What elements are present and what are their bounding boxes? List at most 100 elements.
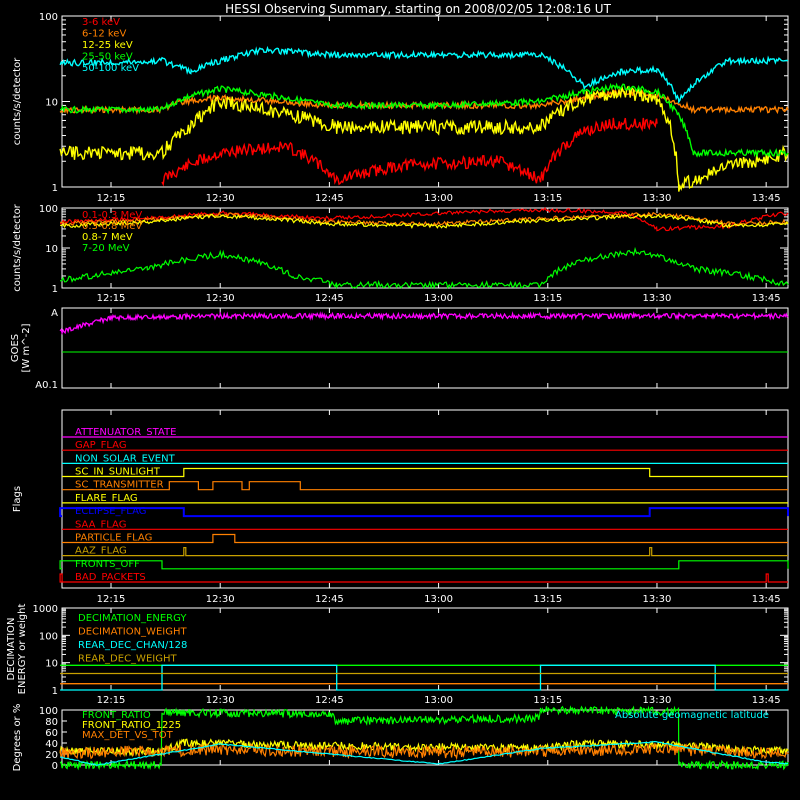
y-tick-label: 0: [52, 761, 58, 772]
x-tick-label: 12:15: [97, 594, 126, 605]
series-line: [59, 88, 789, 116]
y-tick-label: 60: [45, 728, 58, 739]
y-axis-label-line: counts/s/detector: [12, 57, 23, 145]
x-tick-label: 12:45: [315, 293, 344, 304]
series-line: [59, 738, 789, 758]
y-axis-label-line: [W m^-2]: [21, 323, 32, 372]
flag-label: SAA_FLAG: [75, 519, 126, 530]
flag-label: SC_TRANSMITTER: [75, 480, 164, 491]
x-tick-label: 12:30: [206, 193, 235, 204]
y-tick-label: 100: [39, 706, 58, 717]
y-tick-label: 10: [45, 659, 58, 670]
legend-entry: 0.3-0.8 MeV: [82, 221, 142, 232]
flag-line: [59, 573, 788, 583]
x-tick-label: 12:45: [315, 193, 344, 204]
legend-entry: DECIMATION_ENERGY: [78, 613, 187, 624]
y-tick-label: 80: [45, 717, 58, 728]
y-tick-label: A: [51, 308, 58, 319]
x-tick-label: 13:30: [643, 293, 672, 304]
legend-entry: 0.8-7 MeV: [82, 232, 133, 243]
series-line: [60, 664, 788, 691]
flag-line: [62, 547, 788, 557]
legend-entry: REAR_DEC_CHAN/128: [78, 640, 187, 651]
x-tick-label: 12:30: [206, 594, 235, 605]
x-tick-label: 13:45: [752, 293, 781, 304]
legend-entry: 50-100 keV: [82, 63, 139, 74]
y-tick-label: 40: [45, 739, 58, 750]
y-axis-label-line: DECIMATION: [6, 617, 17, 680]
y-tick-label: 1: [52, 284, 58, 295]
y-axis-label-line: Degrees or %: [12, 704, 23, 772]
x-tick-label: 13:15: [533, 695, 562, 706]
series-line: [59, 213, 789, 229]
flag-label: ATTENUATOR_STATE: [75, 427, 176, 438]
flag-label: AAZ_FLAG: [75, 546, 127, 557]
x-tick-label: 13:00: [424, 594, 453, 605]
y-axis-label-line: counts/s/detector: [12, 203, 23, 291]
x-tick-label: 13:45: [752, 594, 781, 605]
x-tick-label: 12:30: [206, 695, 235, 706]
legend-entry: 6-12 keV: [82, 29, 126, 40]
legend-entry: 3-6 keV: [82, 17, 120, 28]
y-tick-label: 10: [45, 244, 58, 255]
x-tick-label: 12:15: [97, 193, 126, 204]
y-axis-label-line: Flags: [12, 486, 23, 512]
panel-6-frame: [61, 709, 789, 766]
panel-4-frame: [61, 409, 789, 589]
panel-3-frame: [61, 307, 789, 389]
series-line: [59, 705, 789, 771]
flag-label: FRONTS_OFF: [75, 559, 140, 570]
y-tick-label: 20: [45, 750, 58, 761]
series-line: [59, 211, 789, 227]
y-axis-label: Flags: [12, 486, 23, 512]
y-tick-label: 100: [39, 631, 58, 642]
x-tick-label: 13:00: [424, 293, 453, 304]
x-tick-label: 12:45: [315, 594, 344, 605]
legend-entry: 12-25 keV: [82, 40, 133, 51]
x-tick-label: 12:45: [315, 695, 344, 706]
series-line: [59, 82, 789, 159]
flag-line: [62, 467, 788, 478]
x-tick-label: 13:15: [533, 293, 562, 304]
series-line: [60, 246, 789, 290]
legend-entry: 25-50 keV: [82, 52, 133, 63]
y-tick-label: 1: [52, 686, 58, 697]
x-tick-label: 13:00: [424, 193, 453, 204]
flag-label: NON_SOLAR_EVENT: [75, 453, 176, 464]
x-tick-label: 13:30: [643, 193, 672, 204]
legend-entry: Absolute geomagnetic latitude: [615, 710, 769, 721]
chart-title: HESSI Observing Summary, starting on 200…: [225, 2, 611, 16]
y-tick-label: A0.1: [35, 380, 58, 391]
series-line: [59, 742, 789, 761]
goes-flux-line: [59, 310, 789, 335]
x-tick-label: 13:15: [533, 594, 562, 605]
y-tick-label: 100: [39, 204, 58, 215]
y-axis-label: counts/s/detector: [12, 57, 23, 145]
y-axis-label: counts/s/detector: [12, 203, 23, 291]
x-tick-label: 13:45: [752, 695, 781, 706]
x-tick-label: 13:30: [643, 695, 672, 706]
x-tick-label: 13:00: [424, 695, 453, 706]
x-tick-label: 12:15: [97, 293, 126, 304]
legend-entry: 0.1-0.3 MeV: [82, 210, 142, 221]
y-axis-label: DECIMATIONENERGY or weight: [6, 604, 28, 695]
legend-entry: REAR_DEC_WEIGHT: [78, 654, 177, 665]
x-tick-label: 13:30: [643, 594, 672, 605]
flag-line: [62, 481, 788, 491]
series-line: [59, 85, 789, 192]
y-axis-label: Degrees or %: [12, 704, 23, 772]
y-axis-label-line: GOES: [10, 334, 21, 362]
flag-label: SC_IN_SUNLIGHT: [75, 467, 161, 478]
flag-label: PARTICLE_FLAG: [75, 532, 152, 543]
flag-label: GAP_FLAG: [75, 440, 127, 451]
legend-entry: FRONT_RATIO: [82, 710, 151, 721]
flag-line: [59, 560, 789, 570]
flag-line: [59, 507, 789, 518]
y-tick-label: 10: [45, 98, 58, 109]
flag-label: BAD_PACKETS: [75, 572, 146, 583]
y-tick-label: 100: [39, 12, 58, 23]
series-line: [59, 45, 789, 104]
y-axis-label: GOES[W m^-2]: [10, 323, 32, 372]
flag-label: ECLIPSE_FLAG: [75, 506, 146, 517]
